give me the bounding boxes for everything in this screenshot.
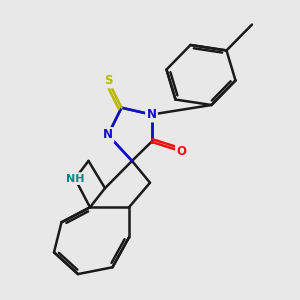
Text: O: O xyxy=(176,145,187,158)
Text: S: S xyxy=(104,74,112,87)
Text: N: N xyxy=(103,128,113,142)
Text: NH: NH xyxy=(66,174,84,184)
Text: N: N xyxy=(146,108,157,121)
